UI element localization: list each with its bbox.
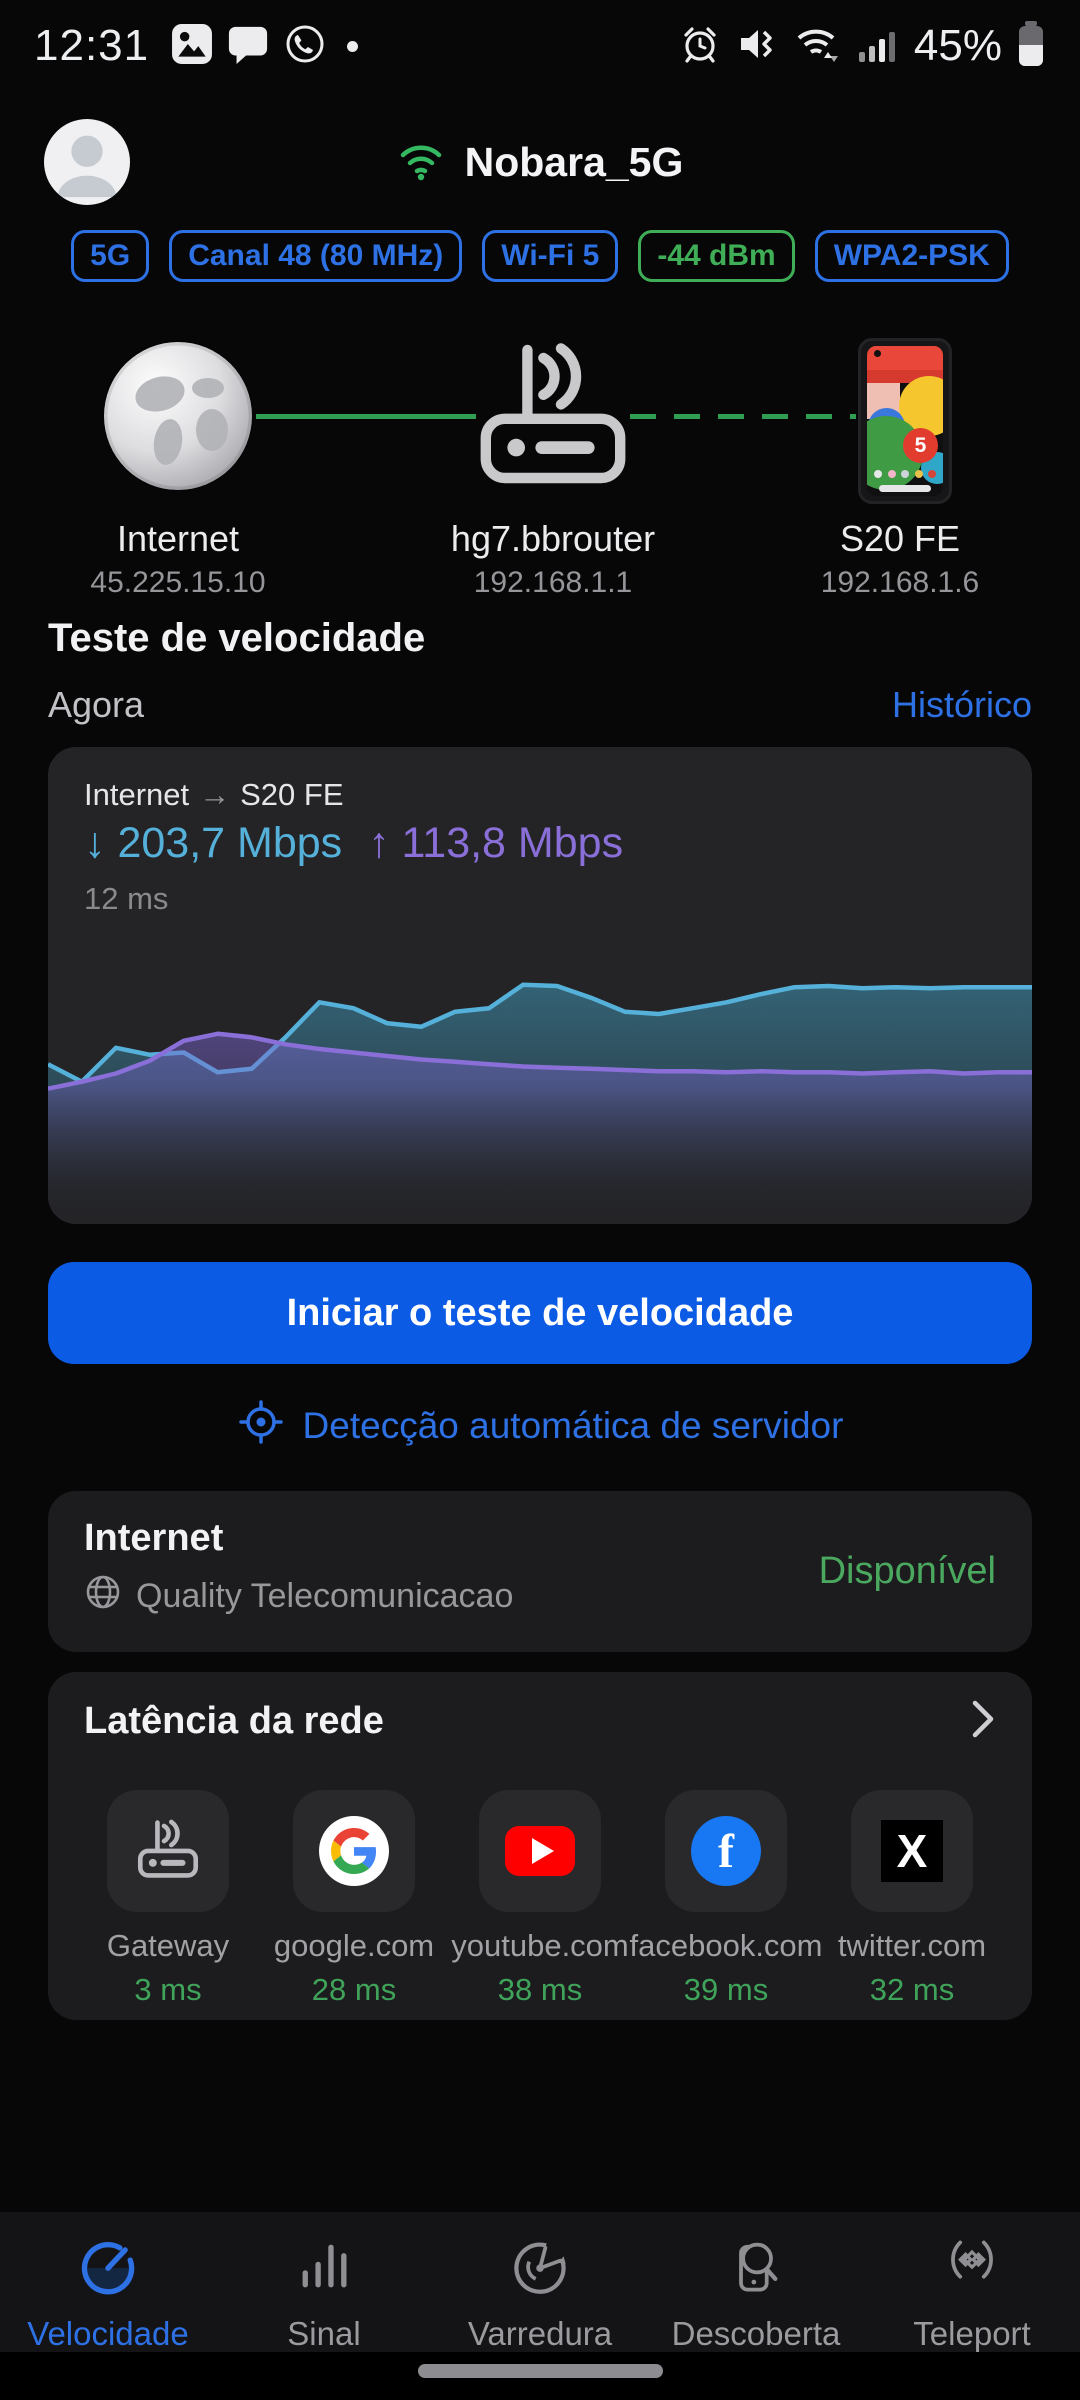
internet-status-badge: Disponível — [818, 1550, 996, 1592]
badge-band: 5G — [71, 230, 150, 282]
node-router[interactable]: hg7.bbrouter 192.168.1.1 — [403, 340, 703, 600]
crosshair-icon — [237, 1398, 285, 1455]
gesture-area — [0, 2352, 1080, 2400]
route-to: S20 FE — [240, 777, 344, 812]
network-latency-card[interactable]: Latência da rede Gateway 3 ms google.com… — [48, 1672, 1032, 2020]
signal-bars-icon — [294, 2236, 354, 2301]
latency-target-youtube: youtube.com 38 ms — [450, 1790, 630, 2008]
speed-test-section-title: Teste de velocidade — [48, 616, 426, 660]
speed-test-result-card: Internet → S20 FE ↓ 203,7 Mbps ↑ 113,8 Mbp… — [48, 747, 1032, 1224]
tab-signal[interactable]: Sinal — [216, 2212, 432, 2352]
chevron-right-icon[interactable] — [968, 1696, 998, 1742]
latency-target-twitter: X twitter.com 32 ms — [822, 1790, 1002, 2008]
alarm-icon — [678, 22, 722, 71]
clock-time: 12:31 — [34, 21, 150, 70]
teleport-icon — [942, 2236, 1002, 2301]
wifi-icon — [397, 138, 445, 187]
node-address: 45.225.15.10 — [90, 566, 266, 599]
discovery-icon — [726, 2236, 786, 2301]
cell-signal-icon — [856, 22, 896, 71]
badge-security: WPA2-PSK — [814, 230, 1009, 282]
tab-scan[interactable]: Varredura — [432, 2212, 648, 2352]
wifi-activity-icon — [794, 22, 842, 71]
route-from: Internet — [84, 777, 190, 812]
latency-target-google: google.com 28 ms — [264, 1790, 444, 2008]
current-tab-label: Agora — [48, 684, 145, 725]
bottom-nav: Velocidade Sinal Varredura Descoberta Te… — [0, 2212, 1080, 2352]
node-device: S20 FE 192.168.1.6 — [750, 340, 1050, 600]
ssid-name: Nobara_5G — [464, 138, 684, 185]
history-link[interactable]: Histórico — [891, 684, 1032, 725]
internet-card-title: Internet — [84, 1517, 224, 1559]
globe-outline-icon — [84, 1573, 122, 1620]
auto-server-detection-link[interactable]: Detecção automática de servidor — [0, 1398, 1080, 1454]
youtube-icon — [505, 1826, 575, 1876]
node-name: hg7.bbrouter — [450, 518, 656, 559]
globe-icon — [102, 340, 254, 497]
gallery-icon — [171, 23, 213, 70]
upload-speed: ↑ 113,8 Mbps — [368, 819, 624, 867]
internet-status-card: Internet Quality Telecomunicacao Disponí… — [48, 1491, 1032, 1652]
connection-badges: 5G Canal 48 (80 MHz) Wi-Fi 5 -44 dBm WPA… — [0, 230, 1080, 282]
provider-name: Quality Telecomunicacao — [136, 1577, 514, 1615]
download-speed: ↓ 203,7 Mbps — [84, 819, 343, 867]
phone-wallpaper-badge: 5 — [903, 428, 938, 463]
route-arrow-icon: → — [199, 777, 231, 812]
phone-icon: 5 — [858, 338, 952, 504]
node-address: 192.168.1.6 — [820, 566, 980, 599]
node-internet: Internet 45.225.15.10 — [28, 340, 328, 600]
latency-card-title: Latência da rede — [84, 1700, 384, 1742]
badge-channel: Canal 48 (80 MHz) — [169, 230, 463, 282]
chart-fade-overlay — [48, 1087, 1032, 1224]
gesture-handle[interactable] — [418, 2364, 663, 2378]
node-name: Internet — [116, 518, 240, 559]
tab-speed-test[interactable]: Velocidade — [0, 2212, 216, 2352]
node-name: S20 FE — [839, 518, 961, 559]
radar-icon — [510, 2236, 570, 2301]
status-bar: 12:31 45% — [0, 18, 1080, 74]
node-address: 192.168.1.1 — [473, 566, 633, 599]
x-icon: X — [881, 1820, 943, 1882]
start-speed-test-button[interactable]: Iniciar o teste de velocidade — [48, 1262, 1032, 1364]
latency-target-gateway: Gateway 3 ms — [78, 1790, 258, 2008]
latency-value: 12 ms — [84, 881, 169, 916]
battery-percent: 45% — [913, 21, 1002, 70]
badge-wifi-standard: Wi-Fi 5 — [482, 230, 619, 282]
wireless-link-line — [630, 414, 856, 419]
whatsapp-icon — [283, 22, 327, 71]
auto-server-label: Detecção automática de servidor — [302, 1405, 844, 1446]
ssid-row[interactable]: Nobara_5G — [0, 134, 1080, 190]
speedometer-icon — [78, 2236, 138, 2301]
notification-dot — [347, 40, 359, 52]
router-icon — [473, 334, 633, 499]
latency-target-facebook: f facebook.com 39 ms — [630, 1790, 823, 2008]
router-icon — [135, 1816, 201, 1887]
vibrate-mute-icon — [736, 22, 780, 71]
wired-link-line — [256, 414, 476, 419]
badge-signal-dbm: -44 dBm — [638, 230, 795, 282]
messages-icon — [227, 23, 269, 70]
test-route: Internet → S20 FE — [84, 777, 344, 813]
battery-icon — [1016, 19, 1046, 74]
avatar[interactable] — [44, 119, 130, 205]
facebook-icon: f — [691, 1816, 761, 1886]
tab-teleport[interactable]: Teleport — [864, 2212, 1080, 2352]
tab-discovery[interactable]: Descoberta — [648, 2212, 864, 2352]
google-icon — [319, 1816, 389, 1886]
